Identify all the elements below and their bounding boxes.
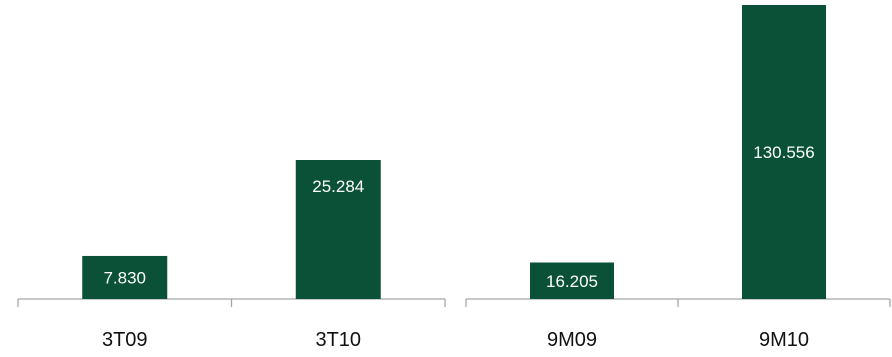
bar-9m09 (530, 262, 614, 299)
category-label: 9M10 (759, 329, 809, 351)
bar-value-label: 16.205 (546, 272, 598, 291)
nine-month-chart-panel: 16.205 9M09 130.556 9M10 (465, 5, 891, 351)
bar-value-label: 7.830 (103, 268, 146, 287)
quarterly-chart-panel: 7.830 3T09 25.284 3T10 (17, 160, 446, 351)
bar-value-label: 130.556 (753, 143, 814, 162)
bar-3t09 (82, 255, 168, 299)
bar-9m10 (742, 5, 826, 299)
bar-3t10 (295, 160, 381, 299)
category-label: 3T09 (102, 329, 148, 351)
category-label: 9M09 (547, 329, 597, 351)
bar-value-label: 25.284 (312, 177, 364, 196)
category-label: 3T10 (315, 329, 361, 351)
